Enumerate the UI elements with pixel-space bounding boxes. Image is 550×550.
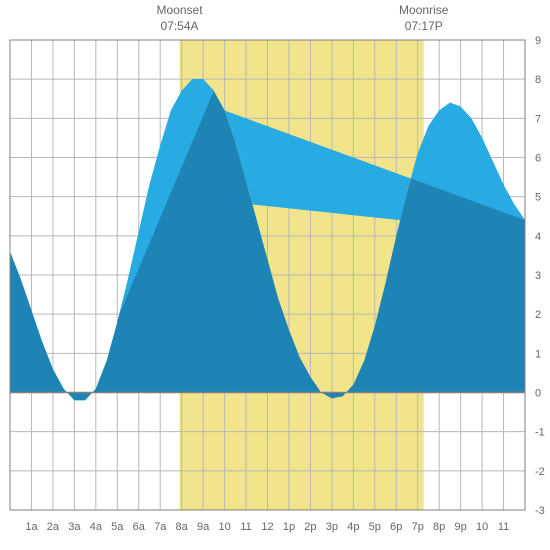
x-tick-label: 10: [476, 521, 488, 533]
x-tick-label: 7p: [412, 521, 424, 533]
y-tick-label: -3: [535, 505, 545, 517]
y-tick-label: -2: [535, 466, 545, 478]
tide-chart: 1a2a3a4a5a6a7a8a9a1011121p2p3p4p5p6p7p8p…: [0, 0, 550, 550]
x-tick-label: 11: [240, 521, 251, 533]
moonrise-time: 07:17P: [405, 19, 443, 33]
x-tick-label: 3a: [68, 521, 81, 533]
x-tick-label: 7a: [154, 521, 167, 533]
y-tick-label: 1: [535, 348, 541, 360]
x-tick-label: 8p: [433, 521, 445, 533]
x-tick-label: 4a: [90, 521, 103, 533]
y-tick-label: 6: [535, 153, 541, 165]
x-tick-label: 5p: [369, 521, 381, 533]
x-tick-label: 10: [218, 521, 230, 533]
x-tick-label: 2p: [304, 521, 316, 533]
y-tick-label: 4: [535, 231, 541, 243]
x-tick-label: 9p: [455, 521, 467, 533]
x-tick-label: 5a: [111, 521, 124, 533]
y-tick-label: 7: [535, 113, 541, 125]
y-tick-label: -1: [535, 427, 545, 439]
x-tick-label: 2a: [47, 521, 60, 533]
moonrise-label: Moonrise: [399, 3, 449, 17]
y-tick-label: 5: [535, 192, 541, 204]
x-tick-label: 6p: [390, 521, 402, 533]
y-tick-label: 8: [535, 74, 541, 86]
x-tick-label: 8a: [176, 521, 189, 533]
x-tick-label: 9a: [197, 521, 210, 533]
y-tick-label: 3: [535, 270, 541, 282]
y-tick-label: 0: [535, 388, 541, 400]
moonset-label: Moonset: [157, 3, 204, 17]
y-tick-label: 2: [535, 309, 541, 321]
x-tick-label: 3p: [326, 521, 338, 533]
x-tick-label: 6a: [133, 521, 146, 533]
x-tick-label: 4p: [347, 521, 359, 533]
chart-svg: 1a2a3a4a5a6a7a8a9a1011121p2p3p4p5p6p7p8p…: [0, 0, 550, 550]
x-tick-label: 11: [498, 521, 509, 533]
y-tick-label: 9: [535, 35, 541, 47]
x-tick-label: 1p: [283, 521, 295, 533]
x-tick-label: 12: [261, 521, 273, 533]
x-tick-label: 1a: [25, 521, 38, 533]
moonset-time: 07:54A: [160, 19, 198, 33]
